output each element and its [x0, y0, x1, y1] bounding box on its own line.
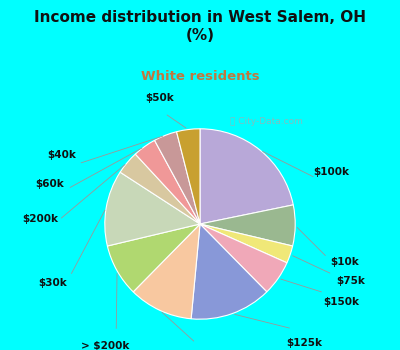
Text: ⓘ City-Data.com: ⓘ City-Data.com: [230, 117, 303, 126]
Wedge shape: [200, 224, 287, 292]
Text: $125k: $125k: [287, 338, 323, 348]
Text: $10k: $10k: [330, 257, 359, 267]
Text: $150k: $150k: [323, 297, 359, 307]
Wedge shape: [154, 132, 200, 224]
Wedge shape: [120, 154, 200, 224]
Text: $50k: $50k: [146, 93, 174, 103]
Wedge shape: [107, 224, 200, 292]
Text: $60k: $60k: [35, 179, 64, 189]
Wedge shape: [133, 224, 200, 319]
Wedge shape: [191, 224, 267, 319]
Wedge shape: [200, 205, 295, 246]
Text: White residents: White residents: [141, 70, 259, 83]
Wedge shape: [105, 172, 200, 246]
Wedge shape: [135, 140, 200, 224]
Text: $100k: $100k: [313, 167, 349, 177]
Text: $40k: $40k: [48, 150, 76, 160]
Text: $200k: $200k: [22, 214, 58, 224]
Text: $75k: $75k: [336, 276, 365, 286]
Text: > $200k: > $200k: [81, 341, 129, 350]
Text: Income distribution in West Salem, OH
(%): Income distribution in West Salem, OH (%…: [34, 10, 366, 43]
Text: $30k: $30k: [38, 278, 67, 288]
Wedge shape: [200, 224, 293, 263]
Wedge shape: [200, 129, 293, 224]
Wedge shape: [176, 129, 200, 224]
